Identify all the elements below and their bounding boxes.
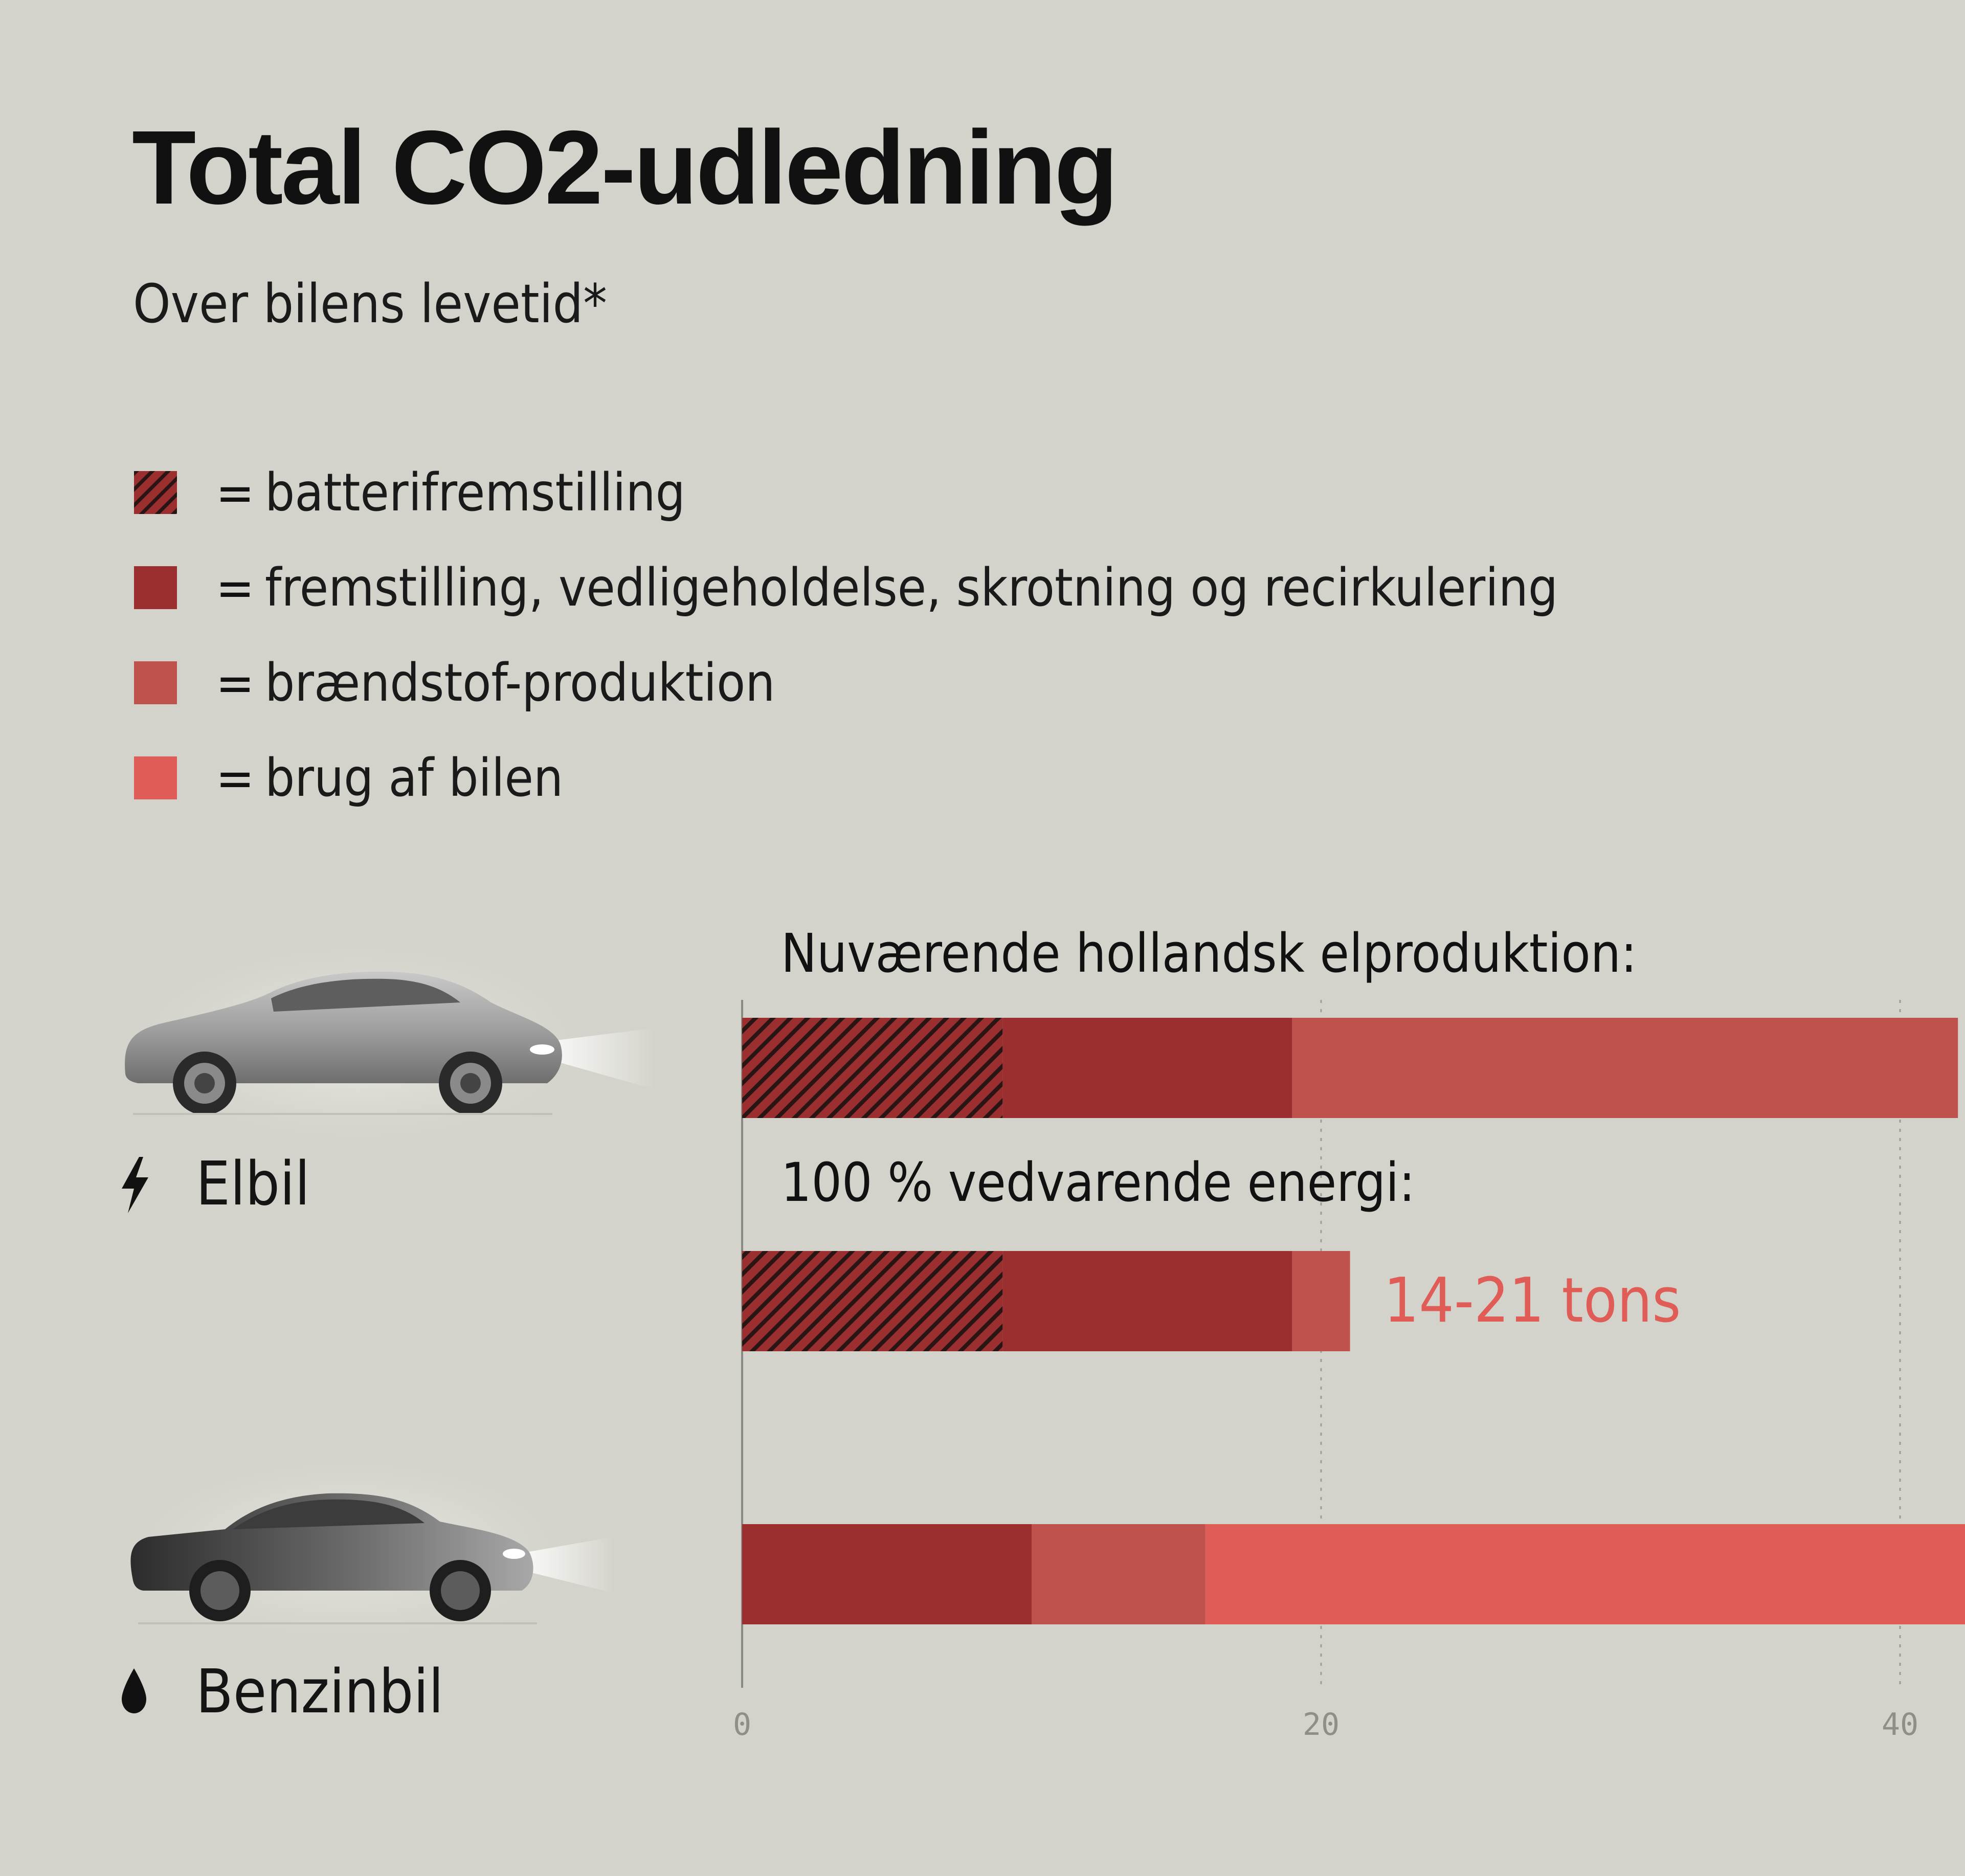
legend-label: brug af bilen [265,747,564,809]
legend-label: brændstof-produktion [265,652,775,713]
legend-item-car-use: = brug af bilen [134,730,1558,825]
legend-item-battery: = batterifremstilling [134,445,1558,540]
legend: = batterifremstilling = fremstilling, ve… [134,445,1558,825]
bar-segment [742,1018,1003,1118]
legend-equals: = [216,557,255,618]
chart-subtitle: Over bilens levetid* [133,273,607,335]
bar-segment [1032,1524,1205,1624]
legend-swatch [134,566,177,609]
chart-title: Total CO2-udledning [132,109,1118,226]
legend-item-manufacturing: = fremstilling, vedligeholdelse, skrotni… [134,540,1558,635]
legend-equals: = [216,462,255,523]
legend-swatch [134,661,177,704]
bar-segment [1292,1251,1350,1351]
x-tick-label: 40 [1882,1707,1918,1743]
x-tick-label: 20 [1303,1707,1339,1743]
bar-segment [1002,1251,1292,1351]
legend-swatch [134,756,177,799]
legend-label: batterifremstilling [265,462,685,523]
legend-equals: = [216,748,255,808]
fuel-drop-icon [122,1668,146,1713]
lightning-icon [122,1157,148,1213]
category-label: Nuværende hollandsk elproduktion: [781,922,1637,985]
x-tick-label: 0 [733,1707,751,1743]
legend-item-fuel-production: = brændstof-produktion [134,635,1558,730]
bar-layer [742,1018,1965,1624]
bar-segment [742,1524,1032,1624]
legend-equals: = [216,653,255,713]
bar-segment [1002,1018,1292,1118]
legend-swatch-hatched [134,471,177,514]
petrol-label: Benzinbil [196,1656,444,1727]
bar-segment [1292,1018,1958,1118]
bar-segment [742,1251,1003,1351]
bar-value-label: 14-21 tons [1384,1265,1681,1336]
bar-segment [1205,1524,1965,1624]
legend-label: fremstilling, vedligeholdelse, skrotning… [265,557,1558,618]
electric-car-image [102,926,655,1156]
ev-label: Elbil [196,1148,310,1219]
petrol-car-image [102,1442,614,1657]
label-layer: 020406035-42 tonsNuværende hollandsk elp… [733,922,1918,1743]
category-label: 100 % vedvarende energi: [781,1151,1415,1214]
